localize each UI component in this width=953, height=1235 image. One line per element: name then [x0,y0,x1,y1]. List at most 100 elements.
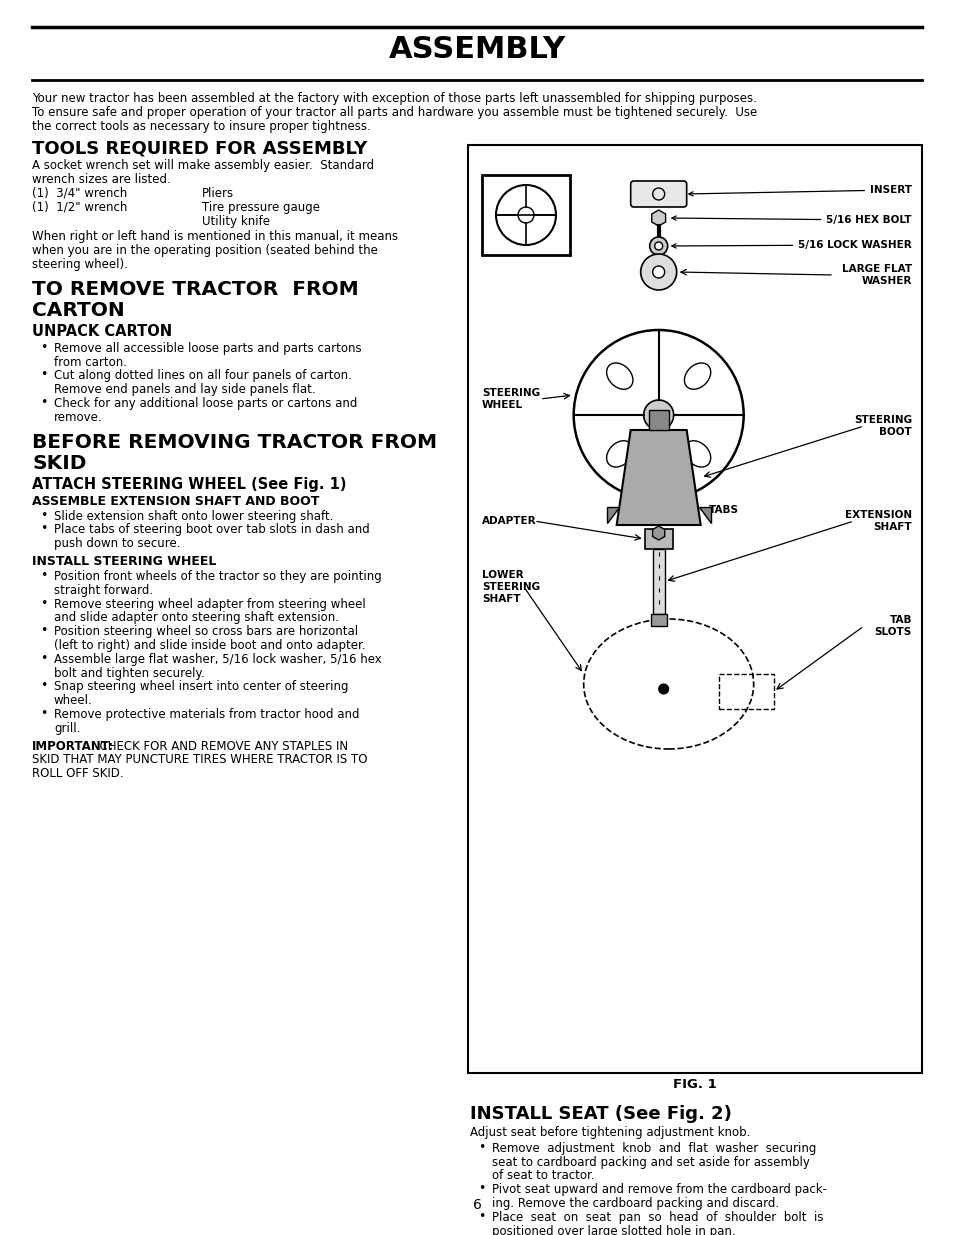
Text: UNPACK CARTON: UNPACK CARTON [32,324,172,338]
Text: bolt and tighten securely.: bolt and tighten securely. [54,667,204,679]
Text: WASHER: WASHER [861,275,911,287]
Text: 6: 6 [472,1198,481,1212]
Text: ing. Remove the cardboard packing and discard.: ing. Remove the cardboard packing and di… [492,1197,779,1210]
Text: Place tabs of steering boot over tab slots in dash and: Place tabs of steering boot over tab slo… [54,524,370,536]
Text: Remove all accessible loose parts and parts cartons: Remove all accessible loose parts and pa… [54,342,361,354]
Text: •: • [40,706,48,720]
Text: the correct tools as necessary to insure proper tightness.: the correct tools as necessary to insure… [32,120,371,132]
Text: Remove steering wheel adapter from steering wheel: Remove steering wheel adapter from steer… [54,598,365,610]
Polygon shape [616,430,700,525]
Text: Check for any additional loose parts or cartons and: Check for any additional loose parts or … [54,396,357,410]
Text: INSTALL STEERING WHEEL: INSTALL STEERING WHEEL [32,555,216,568]
Text: SHAFT: SHAFT [481,594,520,604]
Text: IMPORTANT:: IMPORTANT: [32,740,114,752]
Text: WHEEL: WHEEL [481,400,522,410]
Text: Adjust seat before tightening adjustment knob.: Adjust seat before tightening adjustment… [470,1126,750,1139]
Text: Snap steering wheel insert into center of steering: Snap steering wheel insert into center o… [54,680,348,693]
Text: wrench sizes are listed.: wrench sizes are listed. [32,173,171,186]
Text: Your new tractor has been assembled at the factory with exception of those parts: Your new tractor has been assembled at t… [32,91,756,105]
Text: •: • [40,624,48,637]
Text: •: • [40,569,48,582]
Text: •: • [40,368,48,382]
Text: INSERT: INSERT [688,185,911,196]
Text: Slide extension shaft onto lower steering shaft.: Slide extension shaft onto lower steerin… [54,510,333,522]
Text: STEERING: STEERING [481,388,539,398]
Text: LOWER: LOWER [481,571,523,580]
Bar [468,144,921,1073]
Text: TABS: TABS [708,505,738,515]
Bar [481,175,569,254]
Bar [650,614,666,626]
Polygon shape [698,508,710,522]
Bar [718,674,773,709]
Text: Pliers: Pliers [202,186,233,200]
Text: (left to right) and slide inside boot and onto adapter.: (left to right) and slide inside boot an… [54,638,365,652]
Text: seat to cardboard packing and set aside for assembly: seat to cardboard packing and set aside … [492,1156,809,1168]
Text: •: • [40,652,48,664]
Text: Remove end panels and lay side panels flat.: Remove end panels and lay side panels fl… [54,383,315,396]
Text: Remove protective materials from tractor hood and: Remove protective materials from tractor… [54,708,359,721]
Text: •: • [477,1182,485,1195]
Text: wheel.: wheel. [54,694,92,708]
Text: When right or left hand is mentioned in this manual, it means: When right or left hand is mentioned in … [32,231,397,243]
Text: Assemble large flat washer, 5/16 lock washer, 5/16 hex: Assemble large flat washer, 5/16 lock wa… [54,653,381,666]
Text: CHECK FOR AND REMOVE ANY STAPLES IN: CHECK FOR AND REMOVE ANY STAPLES IN [91,740,348,752]
Text: ASSEMBLY: ASSEMBLY [388,35,565,64]
Text: ADAPTER: ADAPTER [481,516,536,526]
Text: BEFORE REMOVING TRACTOR FROM: BEFORE REMOVING TRACTOR FROM [32,432,436,452]
Text: •: • [40,509,48,521]
Text: •: • [40,679,48,693]
Polygon shape [606,508,618,522]
Text: STEERING: STEERING [853,415,911,425]
Text: push down to secure.: push down to secure. [54,537,180,551]
Text: straight forward.: straight forward. [54,584,153,597]
Text: (1)  1/2" wrench: (1) 1/2" wrench [32,201,128,214]
Text: •: • [40,396,48,409]
Circle shape [654,242,662,249]
Text: SKID THAT MAY PUNCTURE TIRES WHERE TRACTOR IS TO: SKID THAT MAY PUNCTURE TIRES WHERE TRACT… [32,753,367,767]
Text: •: • [40,341,48,353]
Text: Tire pressure gauge: Tire pressure gauge [202,201,319,214]
Text: TOOLS REQUIRED FOR ASSEMBLY: TOOLS REQUIRED FOR ASSEMBLY [32,140,367,157]
Text: TAB: TAB [888,615,911,625]
Circle shape [643,400,673,430]
Text: (1)  3/4" wrench: (1) 3/4" wrench [32,186,127,200]
Text: from carton.: from carton. [54,356,127,368]
Text: To ensure safe and proper operation of your tractor all parts and hardware you a: To ensure safe and proper operation of y… [32,106,757,119]
Text: 5/16 HEX BOLT: 5/16 HEX BOLT [671,215,911,225]
Text: BOOT: BOOT [879,427,911,437]
Text: TO REMOVE TRACTOR  FROM: TO REMOVE TRACTOR FROM [32,280,358,299]
Text: A socket wrench set will make assembly easier.  Standard: A socket wrench set will make assembly e… [32,159,374,173]
Text: ASSEMBLE EXTENSION SHAFT AND BOOT: ASSEMBLE EXTENSION SHAFT AND BOOT [32,494,319,508]
Text: LARGE FLAT: LARGE FLAT [841,264,911,274]
Text: Cut along dotted lines on all four panels of carton.: Cut along dotted lines on all four panel… [54,369,352,383]
Text: when you are in the operating position (seated behind the: when you are in the operating position (… [32,245,377,257]
Circle shape [658,684,668,694]
Text: •: • [40,522,48,536]
Text: INSTALL SEAT (See Fig. 2): INSTALL SEAT (See Fig. 2) [470,1105,731,1123]
Text: Utility knife: Utility knife [202,215,270,227]
Text: STEERING: STEERING [481,582,539,592]
Text: •: • [477,1141,485,1153]
Text: EXTENSION: EXTENSION [844,510,911,520]
Text: •: • [477,1210,485,1223]
Text: ATTACH STEERING WHEEL (See Fig. 1): ATTACH STEERING WHEEL (See Fig. 1) [32,477,346,492]
Text: SKID: SKID [32,453,87,473]
Text: grill.: grill. [54,721,80,735]
Circle shape [640,254,676,290]
Bar [648,410,668,430]
Text: Remove  adjustment  knob  and  flat  washer  securing: Remove adjustment knob and flat washer s… [492,1142,816,1155]
Text: Position front wheels of the tractor so they are pointing: Position front wheels of the tractor so … [54,571,381,583]
Text: SHAFT: SHAFT [872,522,911,532]
Text: ROLL OFF SKID.: ROLL OFF SKID. [32,767,124,781]
Text: of seat to tractor.: of seat to tractor. [492,1170,594,1182]
Bar [652,550,664,614]
Text: steering wheel).: steering wheel). [32,258,128,270]
FancyBboxPatch shape [630,182,686,207]
Text: Place  seat  on  seat  pan  so  head  of  shoulder  bolt  is: Place seat on seat pan so head of should… [492,1210,822,1224]
Text: •: • [40,597,48,610]
Text: SLOTS: SLOTS [874,627,911,637]
Text: 5/16 LOCK WASHER: 5/16 LOCK WASHER [671,240,911,249]
Text: Position steering wheel so cross bars are horizontal: Position steering wheel so cross bars ar… [54,625,357,638]
Text: CARTON: CARTON [32,301,125,320]
